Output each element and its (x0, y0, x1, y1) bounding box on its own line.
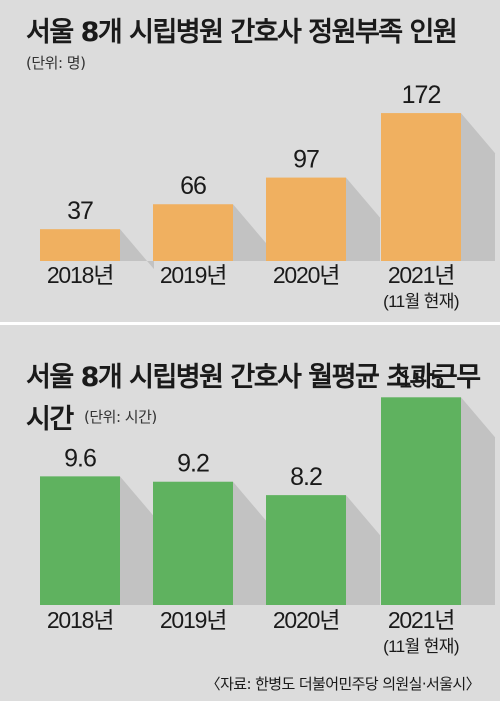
bar-shadow (346, 177, 380, 261)
bar-value-label: 8.2 (290, 463, 322, 491)
chart-panel-nurse-shortage: 서울 8개 시립병원 간호사 정원부족 인원 (단위: 명) 37 2018년 66… (0, 0, 500, 323)
bar-value-label: 37 (67, 197, 93, 225)
x-tick-note: (11월 현재) (383, 637, 459, 656)
bar-chart-overtime: 9.6 2018년 9.2 2019년 8.2 2020년 15.5 2021년 (11월 현재… (40, 365, 495, 656)
chart-title-line2: 시간 (26, 404, 74, 435)
x-tick-label: 2020년 (273, 262, 339, 288)
bar-value-label: 66 (180, 172, 206, 200)
x-tick-note: (11월 현재) (383, 292, 459, 311)
bar-2019년 (153, 204, 233, 261)
bar-2018년 (40, 229, 120, 261)
source-note: 〈자료: 한병도 더불어민주당 의원실·서울시〉 (205, 675, 481, 693)
bar-2021년 (381, 397, 461, 605)
bar-value-label: 172 (402, 81, 441, 109)
bar-value-label: 15.5 (399, 365, 444, 393)
x-tick-label: 2018년 (47, 607, 113, 633)
unit-label: (단위: 명) (26, 54, 86, 72)
panel-divider (0, 322, 500, 325)
x-tick-label: 2021년 (388, 262, 454, 288)
bar-shadow (233, 481, 267, 605)
bar-shadow (233, 204, 267, 261)
bar-2020년 (266, 495, 346, 605)
chart-title: 서울 8개 시립병원 간호사 월평균 초과근무 (26, 362, 481, 393)
bar-shadow (346, 495, 380, 605)
bar-value-label: 9.6 (64, 444, 96, 472)
bar-shadow (461, 113, 495, 261)
chart-panel-overtime: 서울 8개 시립병원 간호사 월평균 초과근무 시간 (단위: 시간) 9.6 2… (0, 323, 500, 701)
bar-2019년 (153, 481, 233, 605)
unit-label: (단위: 시간) (84, 408, 157, 426)
bar-2020년 (266, 177, 346, 261)
bar-2021년 (381, 113, 461, 261)
x-tick-label: 2019년 (160, 262, 226, 288)
x-tick-label: 2020년 (273, 607, 339, 633)
bar-shadow (461, 397, 495, 605)
x-tick-label: 2021년 (388, 607, 454, 633)
bar-chart-nurse-shortage: 37 2018년 66 2019년 97 2020년 172 2021년 (11월 현재) (40, 81, 495, 311)
x-tick-label: 2018년 (47, 262, 113, 288)
chart-title: 서울 8개 시립병원 간호사 정원부족 인원 (26, 17, 458, 48)
bar-value-label: 97 (293, 146, 319, 174)
bar-value-label: 9.2 (177, 450, 209, 478)
bar-2018년 (40, 476, 120, 605)
bar-shadow (120, 229, 154, 270)
bar-shadow (120, 476, 154, 605)
x-tick-label: 2019년 (160, 607, 226, 633)
